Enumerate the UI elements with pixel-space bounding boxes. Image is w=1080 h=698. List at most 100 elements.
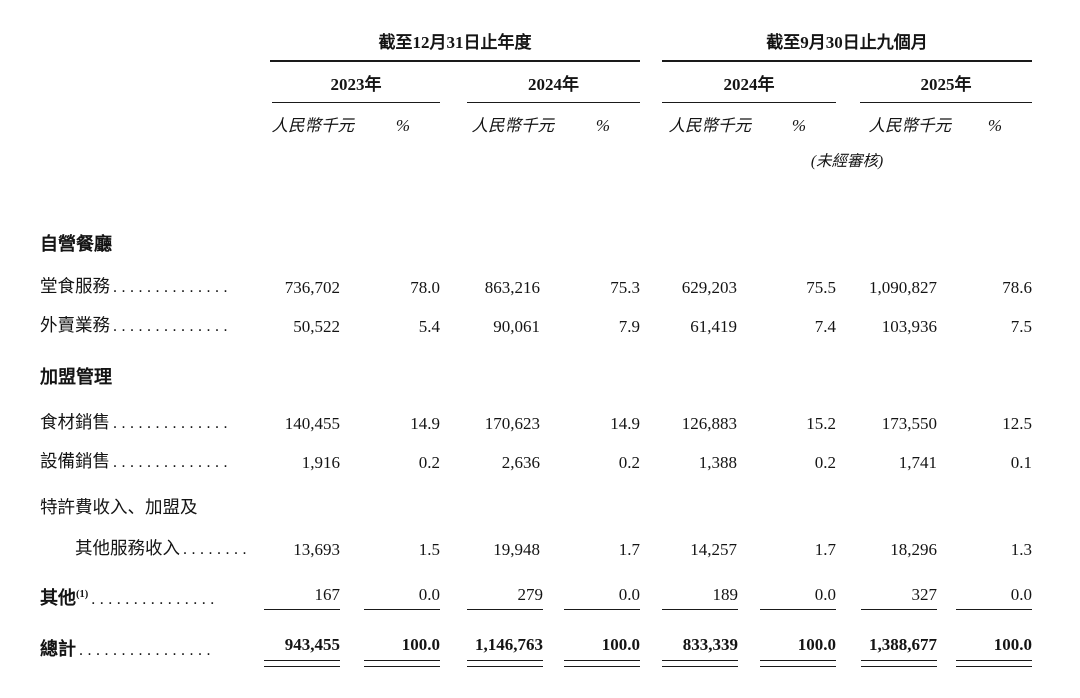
cell-2024-pct: 7.9: [618, 317, 641, 336]
cell-2024-rmb: 90,061: [493, 317, 540, 336]
group-header-year-ended-label: 截至12月31日止年度: [270, 28, 641, 62]
cell-2025-pct: 7.5: [1010, 317, 1033, 336]
empty-cell: [0, 103, 235, 145]
unit-header-pct: %: [791, 116, 807, 135]
column-gap: [1032, 62, 1080, 103]
unit-header-rmb: 人民幣千元: [868, 116, 952, 135]
column-gap: [836, 528, 860, 569]
total-2025-pct: 100.0: [937, 619, 1033, 675]
year-header-2025: 2025年: [860, 62, 1033, 103]
cell-9m2024-rmb: 189: [662, 569, 739, 619]
empty-corner-cell: [0, 20, 235, 62]
dot-leader: ........: [183, 541, 251, 558]
cell-2024-rmb: 279: [467, 569, 543, 619]
column-gap: [440, 528, 467, 569]
cell-9m2024-rmb: 126,883: [681, 414, 738, 433]
cell-9m2024-pct: 15.2: [806, 414, 837, 433]
cell-2023-pct: 78.0: [410, 278, 440, 297]
section-label: 加盟管理: [40, 367, 112, 387]
cell-2025-rmb: 103,936: [881, 317, 938, 336]
unit-header-rmb: 人民幣千元: [471, 116, 555, 135]
group-header-nine-months-label: 截至9月30日止九個月: [662, 28, 1033, 62]
total-2023-rmb: 943,455: [235, 619, 340, 675]
column-gap: [440, 398, 467, 443]
cell-2024-pct: 75.3: [610, 278, 641, 297]
cell-2024-rmb: 170,623: [484, 414, 540, 433]
year-2023-label: 2023年: [272, 70, 440, 103]
cell-2024-pct: 1.7: [618, 540, 641, 559]
dot-leader: ..............: [113, 279, 232, 296]
row-label: 外賣業務..............: [40, 315, 232, 335]
column-gap: [440, 619, 467, 675]
column-gap: [1032, 528, 1080, 569]
table-row: 其他服務收入........ 13,693 1.5 19,948 1.7 14,…: [0, 528, 1080, 569]
total-2025-rmb: 1,388,677: [860, 619, 938, 675]
cell-2025-rmb: 173,550: [881, 414, 938, 433]
unit-header-rmb: 人民幣千元: [271, 116, 355, 135]
column-gap: [640, 62, 662, 103]
column-gap: [440, 443, 467, 482]
year-header-row: 2023年 2024年 2024年 2025年: [0, 62, 1080, 103]
unaudited-note: (未經審核): [810, 153, 884, 170]
year-2024-label: 2024年: [467, 70, 641, 103]
cell-2023-pct: 0.0: [340, 569, 440, 619]
table-row: 外賣業務.............. 50,522 5.4 90,061 7.9…: [0, 307, 1080, 346]
period-group-header-row: 截至12月31日止年度 截至9月30日止九個月: [0, 20, 1080, 62]
group-header-nine-months: 截至9月30日止九個月: [662, 20, 1033, 62]
empty-cell: [235, 145, 640, 177]
group-header-year-ended: 截至12月31日止年度: [235, 20, 641, 62]
total-9m2024-pct: 100.0: [737, 619, 837, 675]
unaudited-note-row: (未經審核): [0, 145, 1080, 177]
column-gap: [440, 307, 467, 346]
cell-2023-pct: 14.9: [410, 414, 440, 433]
cell-2025-rmb: 327: [860, 569, 938, 619]
cell-2024-pct: 0.0: [540, 569, 641, 619]
row-label: 設備銷售..............: [40, 451, 232, 471]
cell-2023-rmb: 1,916: [301, 453, 340, 472]
column-gap: [836, 443, 860, 482]
table-row: 堂食服務.............. 736,702 78.0 863,216 …: [0, 265, 1080, 307]
column-gap: [640, 528, 662, 569]
cell-9m2024-pct: 0.0: [737, 569, 837, 619]
column-gap: [1032, 265, 1080, 307]
cell-9m2024-rmb: 1,388: [698, 453, 738, 472]
unit-header-rmb: 人民幣千元: [668, 116, 752, 135]
column-gap: [1032, 569, 1080, 619]
spacer-row: [0, 177, 1080, 223]
unit-header-pct: %: [987, 116, 1003, 135]
cell-2025-pct: 1.3: [1010, 540, 1033, 559]
column-gap: [640, 145, 662, 177]
spacer: [0, 177, 1080, 223]
cell-9m2024-rmb: 61,419: [690, 317, 738, 336]
dot-leader: ................: [79, 642, 215, 659]
column-gap: [836, 103, 860, 145]
column-gap: [836, 619, 860, 675]
column-gap: [1032, 443, 1080, 482]
cell-2024-pct: 14.9: [610, 414, 641, 433]
cell-9m2024-pct: 75.5: [806, 278, 837, 297]
cell-2023-rmb: 736,702: [284, 278, 340, 297]
cell-2024-rmb: 863,216: [484, 278, 540, 297]
year-2025-label: 2025年: [860, 70, 1033, 103]
column-gap: [640, 103, 662, 145]
column-gap: [640, 443, 662, 482]
column-gap: [440, 265, 467, 307]
row-label: 食材銷售..............: [40, 412, 232, 432]
cell-2023-pct: 5.4: [418, 317, 440, 336]
total-2024-rmb: 1,146,763: [467, 619, 543, 675]
empty-cell: [0, 145, 235, 177]
year-header-2024: 2024年: [467, 62, 641, 103]
column-gap: [836, 62, 860, 103]
unit-header-pct: %: [595, 116, 611, 135]
table-row-total: 總計................ 943,455 100.0 1,146,7…: [0, 619, 1080, 675]
cell-2023-pct: 1.5: [418, 540, 440, 559]
total-2024-pct: 100.0: [540, 619, 641, 675]
column-gap: [1032, 307, 1080, 346]
cell-9m2024-pct: 0.2: [814, 453, 837, 472]
column-gap: [836, 307, 860, 346]
column-gap: [1032, 619, 1080, 675]
row-label: 特許費收入、加盟及: [40, 497, 198, 517]
column-gap: [836, 398, 860, 443]
table-row: 設備銷售.............. 1,916 0.2 2,636 0.2 1…: [0, 443, 1080, 482]
